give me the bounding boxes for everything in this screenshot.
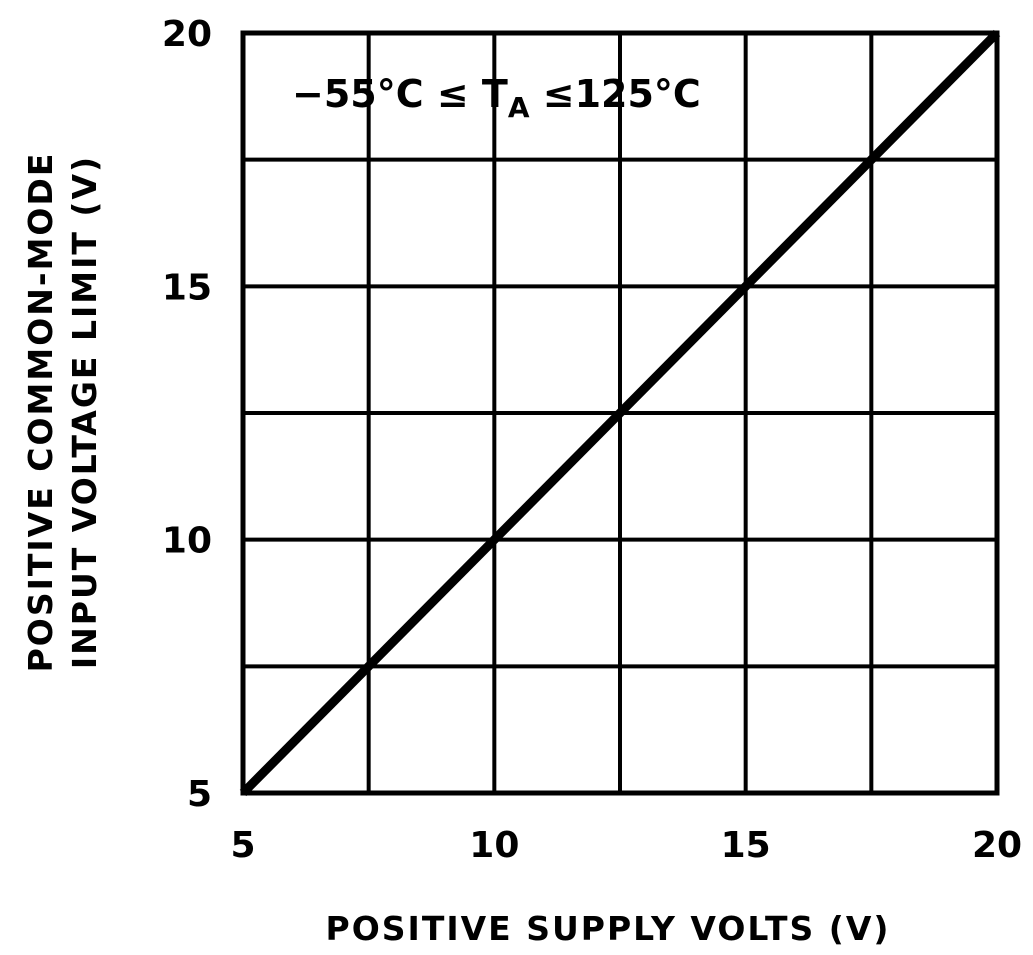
y-axis-title-line-2: INPUT VOLTAGE LIMIT (V) bbox=[65, 155, 104, 669]
y-tick-label: 15 bbox=[162, 267, 212, 308]
annotation-suffix: ≤125°C bbox=[530, 72, 701, 116]
x-tick-label: 10 bbox=[469, 825, 519, 866]
y-tick-label: 20 bbox=[162, 14, 212, 55]
x-axis-title: POSITIVE SUPPLY VOLTS (V) bbox=[326, 909, 891, 948]
annotation-prefix: −55°C ≤ T bbox=[292, 72, 508, 116]
annotation-subscript: A bbox=[508, 91, 530, 124]
x-tick-label: 20 bbox=[972, 825, 1022, 866]
series-line bbox=[239, 29, 1001, 797]
x-tick-labels: 5 10 15 20 bbox=[230, 825, 1022, 866]
y-tick-label: 5 bbox=[187, 774, 212, 815]
x-tick-label: 5 bbox=[230, 825, 255, 866]
y-axis-title: POSITIVE COMMON-MODE INPUT VOLTAGE LIMIT… bbox=[21, 152, 104, 673]
plot-frame bbox=[240, 30, 1000, 796]
y-tick-label: 10 bbox=[162, 521, 212, 562]
y-axis-title-line-1: POSITIVE COMMON-MODE bbox=[21, 152, 60, 673]
y-tick-labels: 5 10 15 20 bbox=[162, 14, 212, 815]
annotation: −55°C ≤ TA ≤125°C bbox=[292, 72, 701, 124]
x-tick-label: 15 bbox=[721, 825, 771, 866]
